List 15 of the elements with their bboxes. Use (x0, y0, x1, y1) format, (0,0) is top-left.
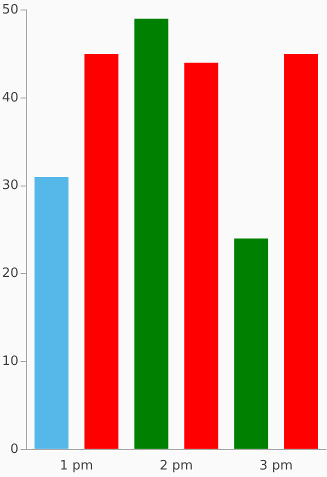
bar (34, 176, 68, 449)
bar (134, 18, 168, 449)
x-tick-label: 1 pm (60, 458, 94, 474)
y-tick-label: 0 (10, 442, 19, 457)
bar (234, 238, 268, 449)
y-tick-label: 50 (2, 2, 19, 18)
y-tick-label: 20 (2, 266, 19, 282)
y-tick-label: 30 (2, 178, 19, 194)
bar (84, 54, 118, 449)
bar (284, 54, 318, 449)
y-tick-label: 40 (2, 90, 19, 106)
bar (184, 62, 218, 449)
x-tick-label: 2 pm (160, 458, 193, 474)
x-tick-label: 3 pm (259, 458, 293, 474)
y-tick-label: 10 (2, 354, 19, 369)
